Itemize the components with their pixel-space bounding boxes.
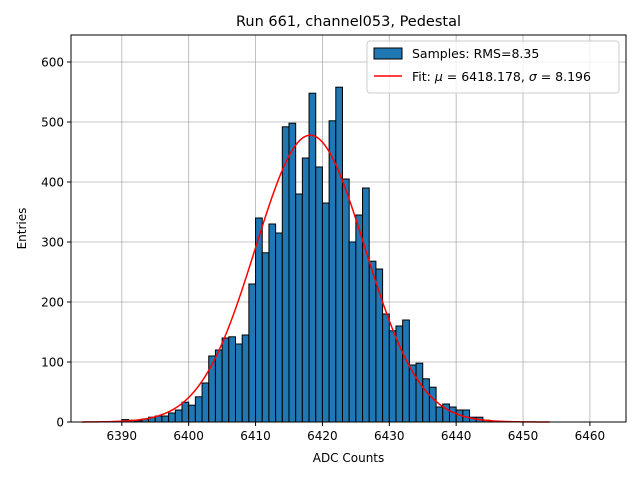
histogram-bar <box>368 260 377 423</box>
plot-frame <box>70 34 627 423</box>
histogram-bar <box>422 378 430 423</box>
histogram-bar <box>415 362 424 423</box>
histogram-bar <box>181 401 190 423</box>
y-tick-label: 600 <box>41 56 64 70</box>
y-tick-label: 100 <box>41 356 64 370</box>
histogram-bar <box>448 406 457 423</box>
x-tick-label: 6410 <box>240 429 271 443</box>
histogram-bar <box>248 283 257 423</box>
legend-fit-mu-value: = 6418.178, <box>443 69 529 84</box>
legend-histogram-swatch <box>373 47 403 60</box>
legend-fit-sigma-value: = 8.196 <box>537 69 591 84</box>
x-tick-label: 6460 <box>575 429 606 443</box>
y-tick-label: 200 <box>41 296 64 310</box>
legend-fit-mu-symbol: μ <box>434 69 443 84</box>
legend-box <box>366 40 620 94</box>
histogram-bar <box>402 319 410 423</box>
x-axis-label: ADC Counts <box>313 451 385 465</box>
histogram-bar <box>234 343 243 423</box>
legend-fit-sigma-symbol: σ <box>529 69 538 84</box>
histogram-bar <box>348 241 357 423</box>
x-tick-label: 6390 <box>107 429 138 443</box>
histogram-bar <box>174 409 183 423</box>
histogram-bar <box>201 382 210 423</box>
y-axis-ticks: 0 100 200 300 400 500 600 <box>41 56 71 430</box>
histogram-bar <box>168 412 176 423</box>
histogram-bar <box>221 337 230 423</box>
histogram-bar <box>241 334 250 423</box>
histogram-bar <box>161 415 170 423</box>
histogram-bar <box>408 364 417 423</box>
y-tick-label: 400 <box>41 176 64 190</box>
histogram-bar <box>328 120 337 423</box>
histogram-bar <box>281 126 290 423</box>
histogram-bar <box>288 122 297 423</box>
histogram-bar <box>261 252 270 423</box>
histogram-bar <box>268 223 277 423</box>
histogram-bar <box>214 349 223 423</box>
histogram-bar <box>188 404 196 423</box>
x-tick-label: 6450 <box>508 429 539 443</box>
histogram-bar <box>295 193 303 423</box>
histogram-bar <box>382 313 390 423</box>
histogram-bar <box>255 217 263 423</box>
chart-title: Run 661, channel053, Pedestal <box>236 14 461 30</box>
histogram-bar <box>321 202 330 423</box>
histogram-bar <box>194 396 203 423</box>
histogram-bar <box>341 178 350 423</box>
histogram-bar <box>428 386 437 423</box>
histogram-bar <box>435 406 444 423</box>
y-tick-label: 500 <box>41 116 64 130</box>
legend: Samples: RMS=8.35 Fit: μ = 6418.178, σ =… <box>366 40 620 94</box>
histogram-bar <box>228 336 236 423</box>
histogram-bar <box>275 232 283 423</box>
x-tick-label: 6440 <box>441 429 472 443</box>
histogram-bar <box>208 355 216 423</box>
histogram-bar <box>335 86 343 423</box>
histogram-bar <box>362 187 370 423</box>
y-tick-label: 0 <box>56 416 64 430</box>
legend-histogram-label: Samples: RMS=8.35 <box>412 46 539 61</box>
x-tick-label: 6420 <box>307 429 338 443</box>
histogram-bar <box>355 214 364 423</box>
y-axis-label: Entries <box>15 208 29 250</box>
histogram-bar <box>308 92 317 423</box>
histogram-bar <box>301 157 310 423</box>
histogram-bar <box>388 330 397 423</box>
gaussian-fit-curve <box>81 134 550 423</box>
histogram-bar <box>315 166 323 423</box>
y-tick-label: 300 <box>41 236 64 250</box>
x-tick-label: 6430 <box>374 429 405 443</box>
x-axis-ticks: 6390 6400 6410 6420 6430 6440 6450 6460 <box>107 422 606 443</box>
x-tick-label: 6400 <box>173 429 204 443</box>
legend-fit-label: Fit: μ = 6418.178, σ = 8.196 <box>412 69 591 84</box>
legend-fit-prefix: Fit: <box>412 69 435 84</box>
